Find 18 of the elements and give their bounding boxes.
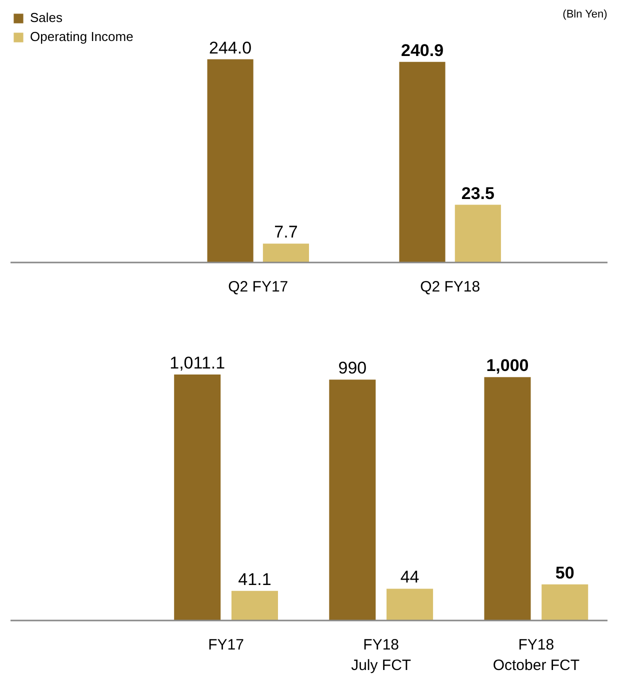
x-tick-label: Q2 FY18 — [420, 278, 480, 296]
data-label: 244.0 — [209, 38, 252, 58]
data-label: 23.5 — [461, 184, 494, 203]
data-label: 50 — [555, 563, 574, 582]
data-label: 1,011.1 — [170, 353, 226, 372]
legend-label: Operating Income — [30, 29, 134, 44]
x-tick-label: FY18 October FCT — [492, 636, 580, 674]
data-label: 990 — [338, 358, 367, 378]
data-label: 44 — [400, 568, 420, 587]
data-label: 41.1 — [238, 570, 272, 589]
x-tick-label: FY18 July FCT — [351, 636, 412, 674]
data-label: 1,000 — [486, 356, 529, 376]
data-label: 7.7 — [274, 222, 298, 242]
x-tick-label: FY17 — [208, 636, 244, 654]
legend-label: Sales — [30, 10, 63, 25]
x-tick-label: Q2 FY17 — [228, 278, 288, 296]
text: (Bln Yen) — [562, 8, 608, 20]
data-label: 240.9 — [400, 40, 444, 60]
